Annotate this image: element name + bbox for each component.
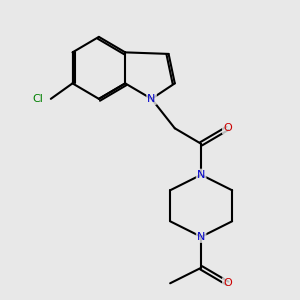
Text: N: N [197, 232, 205, 242]
Text: Cl: Cl [32, 94, 43, 104]
Text: O: O [223, 123, 232, 133]
Text: N: N [147, 94, 156, 104]
Text: O: O [223, 278, 232, 288]
Text: N: N [197, 170, 205, 180]
